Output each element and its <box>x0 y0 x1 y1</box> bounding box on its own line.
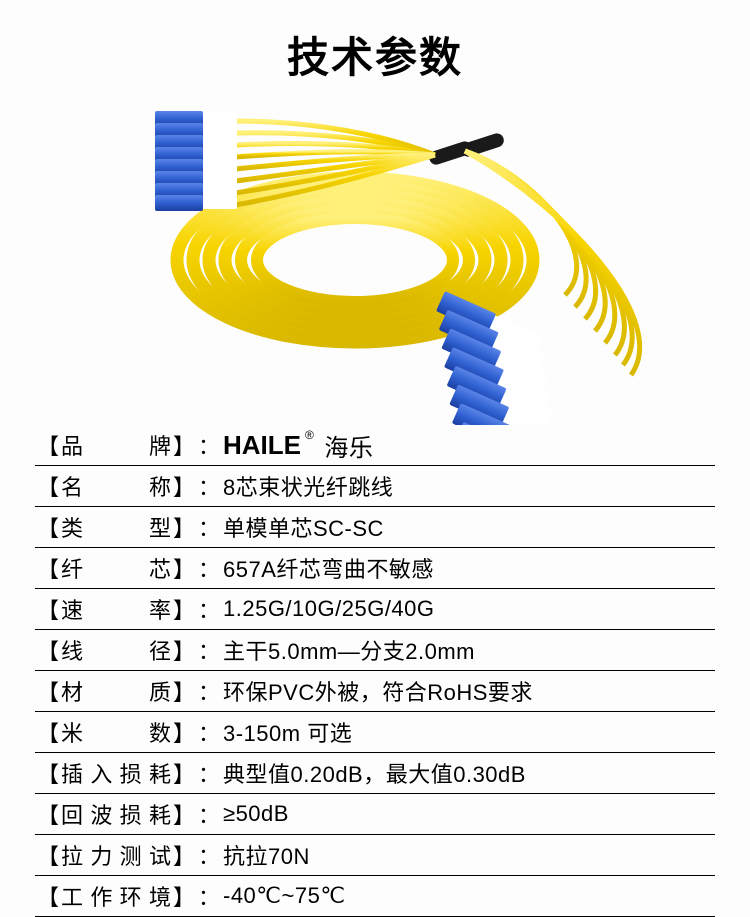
colon: ： <box>195 593 223 625</box>
colon: ： <box>195 634 223 666</box>
spec-label: 【米数】 <box>35 716 195 748</box>
bracket-left-icon: 【 <box>37 880 59 912</box>
spec-label-text: 品牌 <box>59 429 173 461</box>
spec-value: -40℃~75℃ <box>223 883 715 909</box>
spec-label: 【回波损耗】 <box>35 798 195 830</box>
spec-label-text: 类型 <box>59 511 173 543</box>
colon: ： <box>195 880 223 912</box>
spec-table: 【品牌】：HAILE®海乐【名称】：8芯束状光纤跳线【类型】：单模单芯SC-SC… <box>35 425 715 917</box>
bracket-left-icon: 【 <box>37 470 59 502</box>
spec-label-text: 速率 <box>59 593 173 625</box>
spec-row: 【材质】：环保PVC外被，符合RoHS要求 <box>35 671 715 712</box>
spec-row: 【品牌】：HAILE ® 海乐 <box>35 425 715 466</box>
bracket-left-icon: 【 <box>37 798 59 830</box>
spec-label: 【插入损耗】 <box>35 757 195 789</box>
spec-value: 8芯束状光纤跳线 <box>223 470 715 502</box>
colon: ： <box>195 511 223 543</box>
spec-row: 【插入损耗】：典型值0.20dB，最大值0.30dB <box>35 753 715 794</box>
bracket-right-icon: 】 <box>173 839 195 871</box>
colon: ： <box>195 552 223 584</box>
bracket-right-icon: 】 <box>173 757 195 789</box>
page-title: 技术参数 <box>0 0 750 85</box>
spec-row: 【纤芯】：657A纤芯弯曲不敏感 <box>35 548 715 589</box>
spec-label: 【类型】 <box>35 511 195 543</box>
spec-row: 【米数】：3-150m 可选 <box>35 712 715 753</box>
bracket-left-icon: 【 <box>37 634 59 666</box>
spec-label: 【纤芯】 <box>35 552 195 584</box>
spec-row: 【速率】：1.25G/10G/25G/40G <box>35 589 715 630</box>
spec-label-text: 线径 <box>59 634 173 666</box>
bracket-left-icon: 【 <box>37 675 59 707</box>
bracket-left-icon: 【 <box>37 593 59 625</box>
connector-group-top <box>155 111 237 211</box>
spec-label-text: 拉力测试 <box>59 839 173 871</box>
product-image <box>0 85 750 425</box>
bracket-left-icon: 【 <box>37 511 59 543</box>
colon: ： <box>195 470 223 502</box>
spec-label: 【拉力测试】 <box>35 839 195 871</box>
brand-logo: HAILE <box>223 430 301 461</box>
spec-row: 【拉力测试】：抗拉70N <box>35 835 715 876</box>
colon: ： <box>195 798 223 830</box>
spec-value: HAILE ® 海乐 <box>223 428 715 463</box>
bracket-right-icon: 】 <box>173 634 195 666</box>
spec-label-text: 米数 <box>59 716 173 748</box>
bracket-right-icon: 】 <box>173 429 195 461</box>
bracket-left-icon: 【 <box>37 757 59 789</box>
spec-value: 1.25G/10G/25G/40G <box>223 596 715 622</box>
bracket-right-icon: 】 <box>173 593 195 625</box>
spec-label: 【速率】 <box>35 593 195 625</box>
colon: ： <box>195 716 223 748</box>
spec-value: 657A纤芯弯曲不敏感 <box>223 552 715 584</box>
bracket-left-icon: 【 <box>37 552 59 584</box>
bracket-right-icon: 】 <box>173 675 195 707</box>
spec-label-text: 工作环境 <box>59 880 173 912</box>
spec-row: 【类型】：单模单芯SC-SC <box>35 507 715 548</box>
brand-cn: 海乐 <box>324 428 373 463</box>
spec-row: 【线径】：主干5.0mm—分支2.0mm <box>35 630 715 671</box>
spec-label-text: 名称 <box>59 470 173 502</box>
bracket-left-icon: 【 <box>37 839 59 871</box>
spec-value: 主干5.0mm—分支2.0mm <box>223 634 715 666</box>
spec-value: 单模单芯SC-SC <box>223 511 715 543</box>
bracket-right-icon: 】 <box>173 470 195 502</box>
spec-value: 典型值0.20dB，最大值0.30dB <box>223 757 715 789</box>
spec-value: ≥50dB <box>223 801 715 827</box>
bracket-right-icon: 】 <box>173 511 195 543</box>
spec-label: 【名称】 <box>35 470 195 502</box>
spec-label-text: 材质 <box>59 675 173 707</box>
spec-label-text: 插入损耗 <box>59 757 173 789</box>
spec-value: 环保PVC外被，符合RoHS要求 <box>223 675 715 707</box>
bracket-left-icon: 【 <box>37 429 59 461</box>
spec-value: 3-150m 可选 <box>223 716 715 748</box>
spec-label: 【品牌】 <box>35 429 195 461</box>
registered-icon: ® <box>305 428 314 442</box>
spec-label-text: 纤芯 <box>59 552 173 584</box>
spec-row: 【回波损耗】：≥50dB <box>35 794 715 835</box>
spec-label: 【线径】 <box>35 634 195 666</box>
spec-label: 【材质】 <box>35 675 195 707</box>
spec-row: 【工作环境】：-40℃~75℃ <box>35 876 715 917</box>
bracket-right-icon: 】 <box>173 880 195 912</box>
bracket-right-icon: 】 <box>173 716 195 748</box>
spec-label-text: 回波损耗 <box>59 798 173 830</box>
colon: ： <box>195 757 223 789</box>
colon: ： <box>195 429 223 461</box>
bracket-right-icon: 】 <box>173 798 195 830</box>
spec-value: 抗拉70N <box>223 839 715 871</box>
spec-row: 【名称】：8芯束状光纤跳线 <box>35 466 715 507</box>
colon: ： <box>195 839 223 871</box>
colon: ： <box>195 675 223 707</box>
bracket-right-icon: 】 <box>173 552 195 584</box>
spec-label: 【工作环境】 <box>35 880 195 912</box>
bracket-left-icon: 【 <box>37 716 59 748</box>
